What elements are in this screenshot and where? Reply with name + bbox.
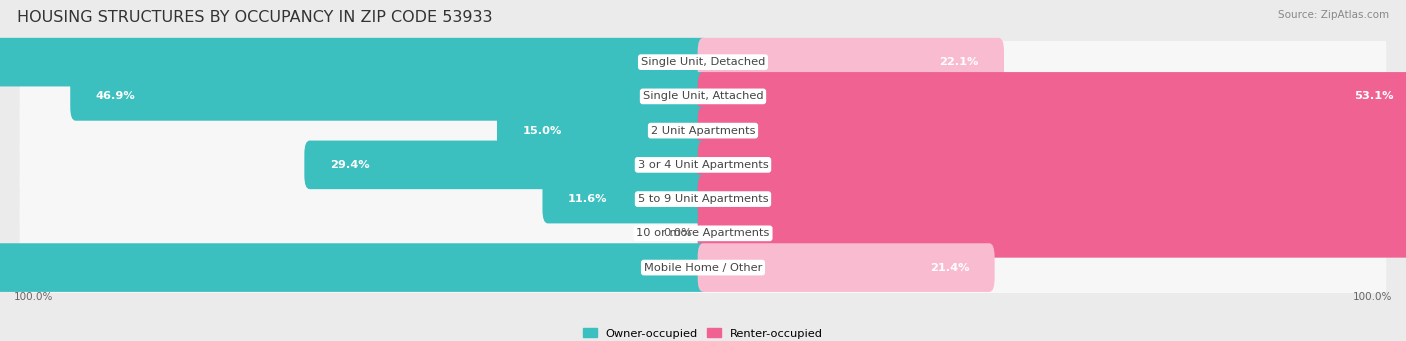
FancyBboxPatch shape bbox=[20, 191, 1386, 278]
Text: 100.0%: 100.0% bbox=[14, 292, 53, 302]
Text: 21.4%: 21.4% bbox=[929, 263, 969, 272]
FancyBboxPatch shape bbox=[0, 38, 709, 87]
FancyBboxPatch shape bbox=[697, 243, 994, 292]
Text: HOUSING STRUCTURES BY OCCUPANCY IN ZIP CODE 53933: HOUSING STRUCTURES BY OCCUPANCY IN ZIP C… bbox=[17, 10, 492, 25]
Text: 10 or more Apartments: 10 or more Apartments bbox=[637, 228, 769, 238]
FancyBboxPatch shape bbox=[20, 190, 1386, 277]
FancyBboxPatch shape bbox=[20, 88, 1386, 175]
FancyBboxPatch shape bbox=[70, 72, 709, 121]
Text: 46.9%: 46.9% bbox=[96, 91, 135, 101]
FancyBboxPatch shape bbox=[20, 122, 1386, 208]
FancyBboxPatch shape bbox=[697, 106, 1406, 155]
FancyBboxPatch shape bbox=[697, 140, 1406, 189]
FancyBboxPatch shape bbox=[0, 243, 709, 292]
Text: 2 Unit Apartments: 2 Unit Apartments bbox=[651, 125, 755, 136]
Text: 5 to 9 Unit Apartments: 5 to 9 Unit Apartments bbox=[638, 194, 768, 204]
FancyBboxPatch shape bbox=[20, 19, 1386, 106]
Text: 3 or 4 Unit Apartments: 3 or 4 Unit Apartments bbox=[638, 160, 768, 170]
FancyBboxPatch shape bbox=[20, 156, 1386, 242]
FancyBboxPatch shape bbox=[697, 175, 1406, 223]
FancyBboxPatch shape bbox=[20, 53, 1386, 139]
FancyBboxPatch shape bbox=[697, 209, 1406, 258]
Text: 53.1%: 53.1% bbox=[1354, 91, 1393, 101]
Text: 11.6%: 11.6% bbox=[568, 194, 607, 204]
Text: 22.1%: 22.1% bbox=[939, 57, 979, 67]
FancyBboxPatch shape bbox=[697, 38, 1004, 87]
Text: 29.4%: 29.4% bbox=[330, 160, 370, 170]
FancyBboxPatch shape bbox=[20, 225, 1386, 312]
Text: 15.0%: 15.0% bbox=[523, 125, 562, 136]
FancyBboxPatch shape bbox=[697, 72, 1406, 121]
Legend: Owner-occupied, Renter-occupied: Owner-occupied, Renter-occupied bbox=[578, 323, 828, 341]
Text: Source: ZipAtlas.com: Source: ZipAtlas.com bbox=[1278, 10, 1389, 20]
FancyBboxPatch shape bbox=[20, 88, 1386, 174]
FancyBboxPatch shape bbox=[496, 106, 709, 155]
FancyBboxPatch shape bbox=[304, 140, 709, 189]
Text: 100.0%: 100.0% bbox=[1353, 292, 1392, 302]
Text: 0.0%: 0.0% bbox=[664, 228, 692, 238]
Text: Mobile Home / Other: Mobile Home / Other bbox=[644, 263, 762, 272]
FancyBboxPatch shape bbox=[543, 175, 709, 223]
FancyBboxPatch shape bbox=[20, 122, 1386, 209]
FancyBboxPatch shape bbox=[20, 157, 1386, 243]
FancyBboxPatch shape bbox=[20, 19, 1386, 105]
Text: Single Unit, Detached: Single Unit, Detached bbox=[641, 57, 765, 67]
FancyBboxPatch shape bbox=[20, 224, 1386, 311]
Text: Single Unit, Attached: Single Unit, Attached bbox=[643, 91, 763, 101]
FancyBboxPatch shape bbox=[20, 54, 1386, 141]
